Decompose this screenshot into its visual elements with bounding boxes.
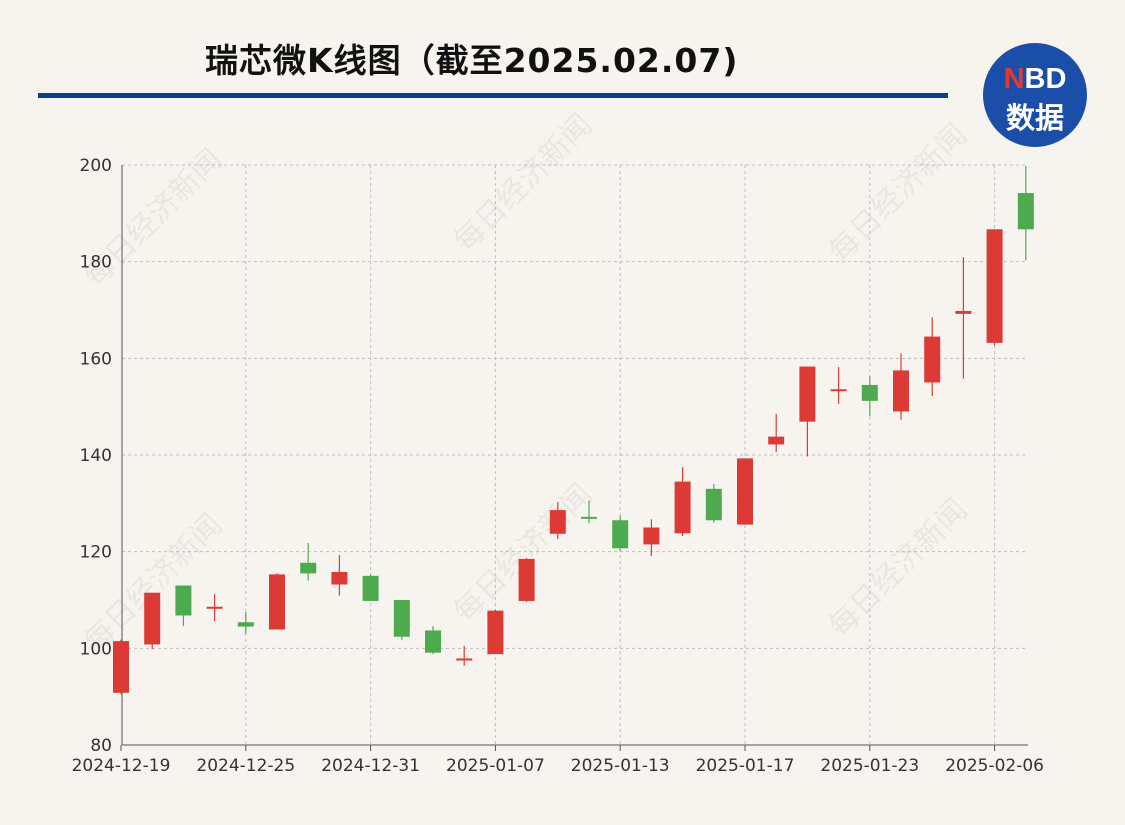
y-tick-label: 200 xyxy=(80,156,112,176)
candle-body-up xyxy=(456,658,473,661)
chart-title: 瑞芯微K线图（截至2025.02.07) xyxy=(205,41,739,80)
watermark-text: 每日经济新闻 xyxy=(822,117,974,269)
x-tick-label: 2025-01-23 xyxy=(820,756,919,776)
x-tick-label: 2024-12-25 xyxy=(196,756,295,776)
y-tick-label: 100 xyxy=(80,639,112,659)
x-tick-label: 2025-01-07 xyxy=(446,756,545,776)
x-tick-label: 2024-12-31 xyxy=(321,756,420,776)
candle-body-down xyxy=(237,622,254,627)
candle-body-down xyxy=(1017,193,1034,230)
candle-body-up xyxy=(986,229,1003,343)
x-tick-label: 2025-01-17 xyxy=(696,756,795,776)
logo-bd-letters: BD xyxy=(1024,63,1067,95)
y-tick-label: 140 xyxy=(80,446,112,466)
candle-body-down xyxy=(425,630,441,653)
logo-nbd-text: NBD xyxy=(983,63,1087,96)
title-underline xyxy=(38,93,948,98)
nbd-logo: NBD 数据 xyxy=(983,43,1087,147)
x-tick-label: 2024-12-19 xyxy=(72,756,171,776)
candle-body-up xyxy=(206,606,223,609)
candle-body-up xyxy=(955,310,972,314)
candle-body-up xyxy=(487,610,504,655)
logo-data-text: 数据 xyxy=(1005,101,1064,135)
candle-body-up xyxy=(893,370,909,412)
watermark-text: 每日经济新闻 xyxy=(447,107,599,259)
candle-body-down xyxy=(581,516,597,519)
candle-body-up xyxy=(674,481,691,534)
candle-body-down xyxy=(300,562,317,574)
y-tick-label: 120 xyxy=(80,543,112,563)
candle-body-up xyxy=(830,389,847,392)
candle-body-down xyxy=(393,600,410,637)
x-tick-label: 2025-02-06 xyxy=(945,756,1044,776)
candle-body-up xyxy=(924,336,941,383)
candle-body-down xyxy=(705,488,722,521)
candle-body-up xyxy=(549,510,566,534)
candle-body-up xyxy=(113,641,129,693)
y-tick-label: 160 xyxy=(80,349,112,369)
candle-body-down xyxy=(861,384,878,401)
candle-body-up xyxy=(518,558,535,601)
watermark-text: 每日经济新闻 xyxy=(447,477,599,629)
y-tick-label: 180 xyxy=(80,253,112,273)
grid-layer xyxy=(122,164,1028,745)
candle-body-up xyxy=(737,458,753,525)
watermark-text: 每日经济新闻 xyxy=(822,492,974,644)
axis-layer: 80 100 120 140 160 180 200 2024-12-19 2024-12-25… xyxy=(72,156,1044,776)
candle-body-up xyxy=(331,571,348,585)
candle-body-up xyxy=(799,366,816,422)
logo-n-letter: N xyxy=(1003,63,1025,95)
candle-body-down xyxy=(175,585,192,616)
candle-body-up xyxy=(643,527,660,545)
candle-body-down xyxy=(362,575,379,601)
y-tick-label: 80 xyxy=(90,736,112,756)
candle-body-up xyxy=(768,436,785,445)
candle-body-up xyxy=(269,574,285,630)
x-tick-label: 2025-01-13 xyxy=(571,756,670,776)
candle-layer xyxy=(113,165,1034,695)
candle-body-down xyxy=(612,520,629,549)
candle-body-up xyxy=(144,592,161,645)
